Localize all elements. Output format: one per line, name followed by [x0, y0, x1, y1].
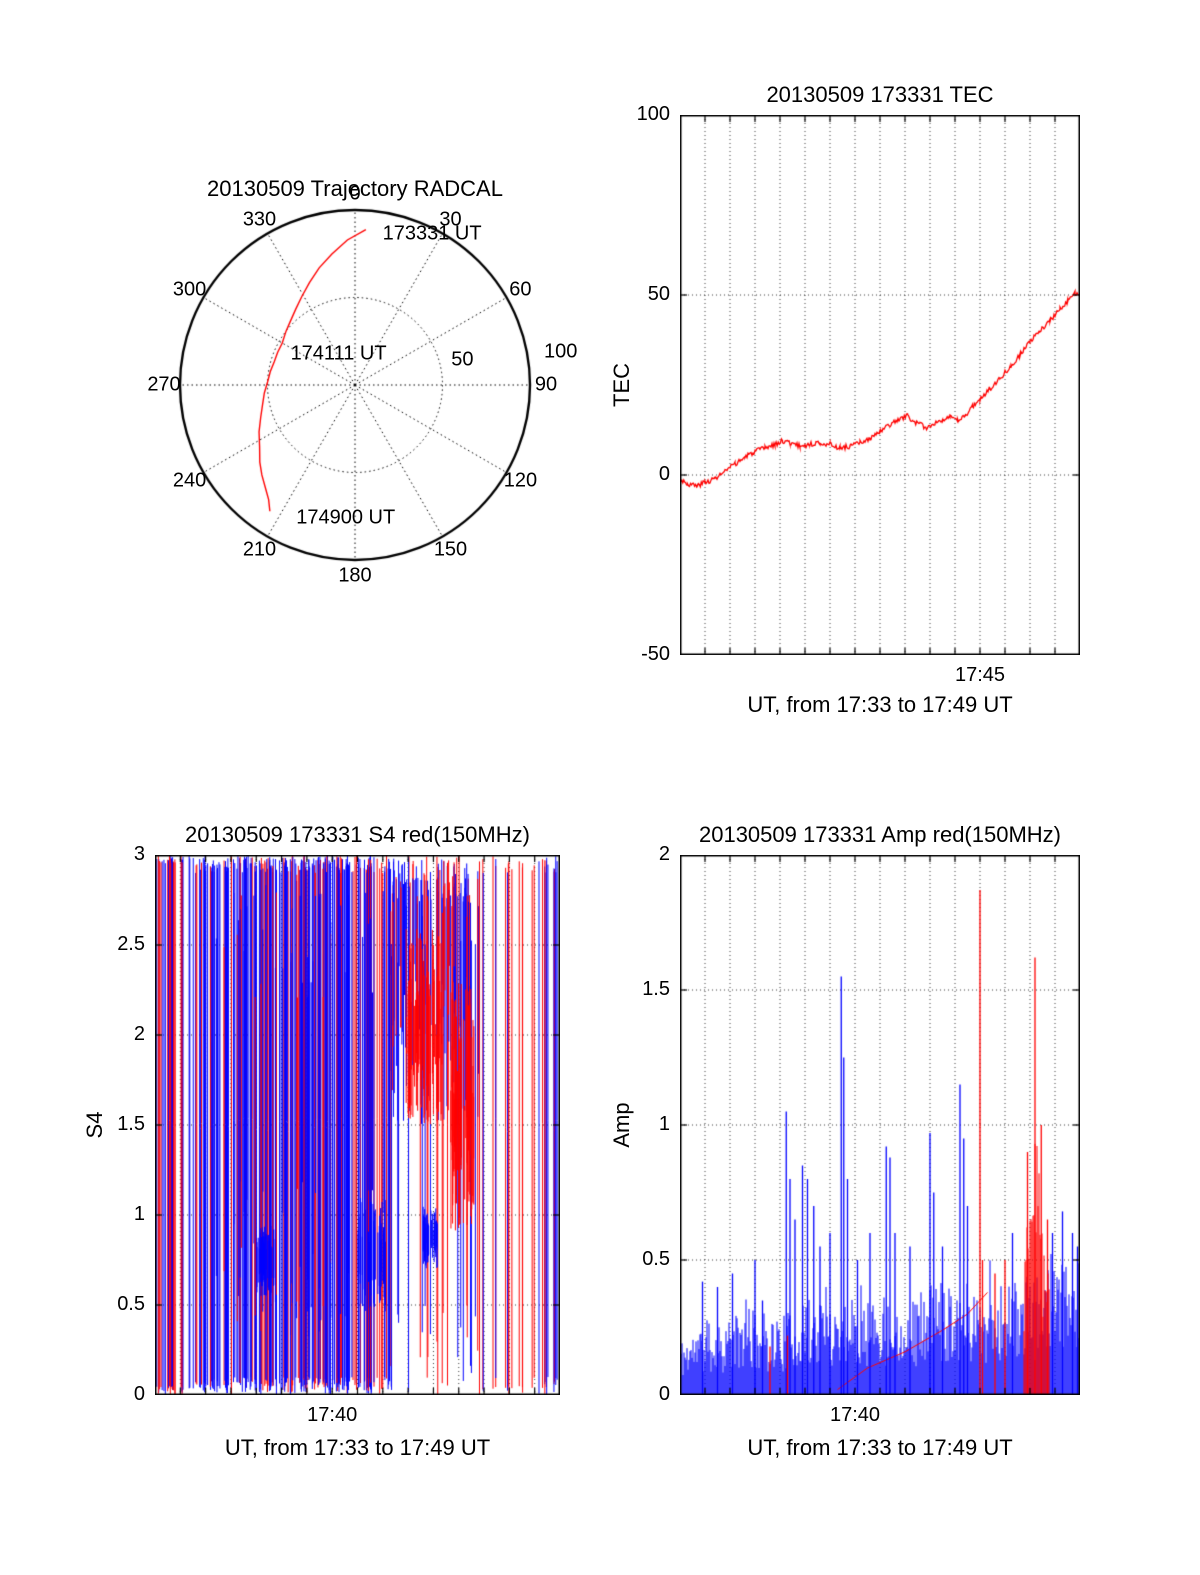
azimuth-tick-label: 330: [242, 208, 277, 231]
x-tick-label: 17:40: [829, 1404, 881, 1426]
y-tick-label: 1.5: [642, 978, 670, 1000]
azimuth-tick-label: 180: [338, 564, 372, 587]
azimuth-tick-label: 210: [242, 538, 277, 561]
y-tick-label: 1.5: [117, 1113, 145, 1135]
trajectory-annotation: 174900 UT: [296, 506, 396, 529]
s4-x-axis-label: UT, from 17:33 to 17:49 UT: [224, 1435, 491, 1460]
tec-chart-title: 20130509 173331 TEC: [766, 82, 994, 107]
azimuth-tick-label: 0: [349, 182, 361, 205]
y-tick-label: 3: [133, 843, 145, 865]
y-tick-label: 0.5: [642, 1248, 670, 1270]
amp-x-axis-label: UT, from 17:33 to 17:49 UT: [747, 1435, 1013, 1460]
x-tick-label: 17:40: [307, 1404, 358, 1426]
s4-plot-canvas: [155, 855, 560, 1395]
y-tick-label: 1: [133, 1203, 145, 1225]
azimuth-tick-label: 120: [503, 469, 538, 491]
amp-chart-title: 20130509 173331 Amp red(150MHz): [698, 822, 1062, 847]
x-tick-label: 17:45: [954, 664, 1006, 686]
trajectory-plot-canvas: [150, 180, 560, 590]
y-tick-label: 0: [133, 1383, 145, 1405]
y-tick-label: 100: [636, 103, 670, 125]
radial-tick-label: 50: [451, 348, 474, 371]
y-tick-label: 2.5: [117, 933, 145, 955]
trajectory-polar-chart: 20130509 Trajectory RADCAL 0306090120150…: [147, 150, 577, 620]
trajectory-annotation: 173331 UT: [382, 222, 482, 245]
azimuth-tick-label: 300: [172, 278, 207, 300]
radial-tick-label: 100: [543, 340, 578, 363]
tec-chart: 20130509 173331 TEC TEC UT, from 17:33 t…: [600, 70, 1160, 770]
s4-chart-title: 20130509 173331 S4 red(150MHz): [185, 822, 530, 847]
azimuth-tick-label: 60: [509, 278, 532, 300]
tec-plot-canvas: [680, 115, 1080, 655]
tec-x-axis-label: UT, from 17:33 to 17:49 UT: [747, 692, 1013, 717]
y-tick-label: 2: [133, 1023, 145, 1045]
tec-y-axis-label: TEC: [609, 363, 634, 407]
trajectory-annotation: 174111 UT: [290, 342, 387, 365]
amp-chart: 20130509 173331 Amp red(150MHz) Amp UT, …: [600, 810, 1160, 1510]
y-tick-label: 2: [658, 843, 670, 865]
y-tick-label: 0: [658, 1383, 670, 1405]
trajectory-labels-overlay: 0 30 60 90 120 150 180 210 240 270 300 330 50 100 1733…: [147, 150, 577, 620]
s4-chart: 20130509 173331 S4 red(150MHz) S4 UT, fr…: [75, 810, 635, 1510]
azimuth-tick-label: 150: [433, 538, 468, 561]
azimuth-tick-label: 30: [439, 208, 462, 231]
y-tick-label: 0: [658, 463, 670, 485]
y-tick-label: -50: [641, 643, 670, 665]
y-tick-label: 50: [647, 283, 670, 305]
y-tick-label: 1: [658, 1113, 670, 1135]
amp-plot-canvas: [680, 855, 1080, 1395]
y-tick-label: 0.5: [117, 1293, 145, 1315]
azimuth-tick-label: 240: [172, 469, 207, 491]
azimuth-tick-label: 90: [534, 373, 558, 396]
azimuth-tick-label: 270: [147, 373, 181, 396]
